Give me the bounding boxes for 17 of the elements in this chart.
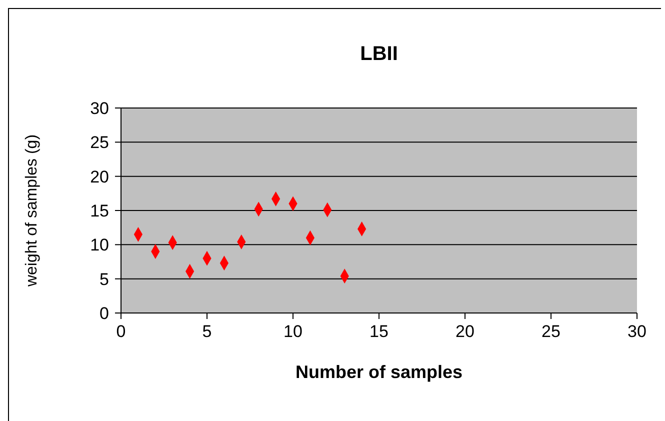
x-tick-label: 30 bbox=[628, 322, 646, 342]
x-tick-label: 10 bbox=[284, 322, 302, 342]
x-tick-label: 0 bbox=[116, 322, 126, 342]
y-tick-label: 25 bbox=[90, 133, 109, 152]
y-tick-label: 5 bbox=[100, 270, 109, 289]
y-axis-title: weight of samples (g) bbox=[24, 134, 41, 288]
x-tick-label: 15 bbox=[370, 322, 388, 342]
y-tick-label: 0 bbox=[100, 304, 109, 324]
chart-title: LBII bbox=[359, 43, 399, 66]
x-tick-label: 20 bbox=[456, 322, 474, 342]
x-axis-title: Number of samples bbox=[295, 362, 463, 382]
y-tick-label: 20 bbox=[90, 167, 109, 186]
y-tick-label: 10 bbox=[90, 236, 109, 255]
y-tick-label: 30 bbox=[90, 99, 109, 118]
y-tick-label: 15 bbox=[90, 202, 109, 221]
x-tick-label: 5 bbox=[202, 322, 212, 342]
x-tick-label: 25 bbox=[542, 322, 560, 342]
